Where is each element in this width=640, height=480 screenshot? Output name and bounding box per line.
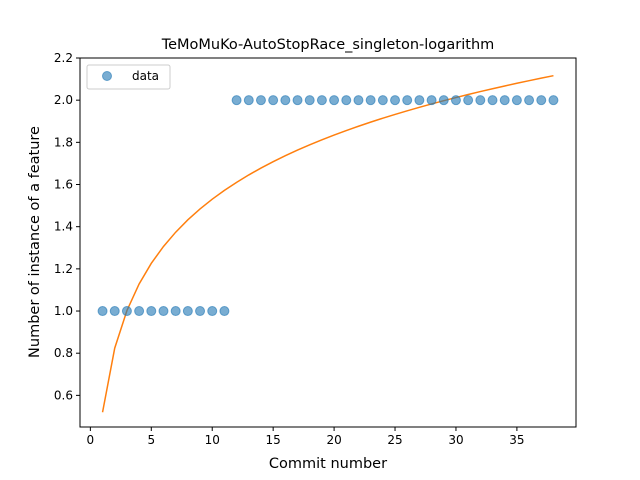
y-tick-label: 1.0: [54, 304, 73, 318]
y-tick-label: 2.2: [54, 51, 73, 65]
data-point: [146, 306, 157, 317]
data-point: [231, 95, 242, 106]
legend-box: [86, 64, 171, 90]
y-tick-label: 1.2: [54, 262, 73, 276]
y-tick-label: 1.6: [54, 178, 73, 192]
data-point: [219, 306, 230, 317]
data-point: [353, 95, 364, 106]
x-tick-label: 5: [147, 433, 155, 447]
x-tick-label: 35: [509, 433, 524, 447]
data-points-layer: [97, 95, 559, 317]
data-point: [109, 306, 120, 317]
x-tick-label: 20: [326, 433, 341, 447]
data-point: [450, 95, 461, 106]
data-point: [438, 95, 449, 106]
data-point: [499, 95, 510, 106]
legend-marker-data: [102, 71, 112, 81]
data-point: [316, 95, 327, 106]
data-point: [182, 306, 193, 317]
data-point: [426, 95, 437, 106]
x-tick-label: 15: [266, 433, 281, 447]
data-point: [195, 306, 206, 317]
y-tick-label: 0.8: [54, 346, 73, 360]
fit-line-layer: [101, 74, 554, 413]
chart-title: TeMoMuKo-AutoStopRace_singleton-logarith…: [161, 37, 495, 53]
y-tick-label: 0.6: [54, 388, 73, 402]
data-point: [536, 95, 547, 106]
data-point: [292, 95, 303, 106]
y-axis: 0.6 0.8 1.0 1.2 1.4 1.6 1.8 2.0 2.2: [54, 51, 80, 402]
data-point: [158, 306, 169, 317]
data-point: [390, 95, 401, 106]
data-point: [170, 306, 181, 317]
fit-line: [101, 74, 554, 413]
plot-area: [80, 58, 576, 427]
data-point: [511, 95, 522, 106]
data-point: [475, 95, 486, 106]
x-axis: 0 5 10 15 20 25 30 35: [87, 427, 525, 447]
legend: data: [86, 64, 171, 90]
data-point: [524, 95, 535, 106]
data-point: [402, 95, 413, 106]
data-point: [377, 95, 388, 106]
x-axis-label: Commit number: [269, 456, 387, 472]
data-point: [463, 95, 474, 106]
y-tick-label: 1.8: [54, 135, 73, 149]
x-tick-label: 10: [205, 433, 220, 447]
y-tick-label: 2.0: [54, 93, 73, 107]
data-point: [255, 95, 266, 106]
data-point: [207, 306, 218, 317]
plot-frame: [79, 57, 577, 428]
data-point: [304, 95, 315, 106]
data-point: [121, 306, 132, 317]
data-point: [365, 95, 376, 106]
data-point: [280, 95, 291, 106]
data-point: [97, 306, 108, 317]
data-point: [268, 95, 279, 106]
legend-label-data: data: [132, 69, 159, 83]
x-tick-label: 25: [387, 433, 402, 447]
data-point: [329, 95, 340, 106]
x-tick-label: 30: [448, 433, 463, 447]
data-point: [548, 95, 559, 106]
x-tick-label: 0: [87, 433, 95, 447]
data-point: [243, 95, 254, 106]
y-tick-label: 1.4: [54, 220, 73, 234]
data-point: [341, 95, 352, 106]
data-point: [487, 95, 498, 106]
data-point: [414, 95, 425, 106]
data-point: [134, 306, 145, 317]
y-axis-label: Number of instance of a feature: [27, 126, 43, 358]
